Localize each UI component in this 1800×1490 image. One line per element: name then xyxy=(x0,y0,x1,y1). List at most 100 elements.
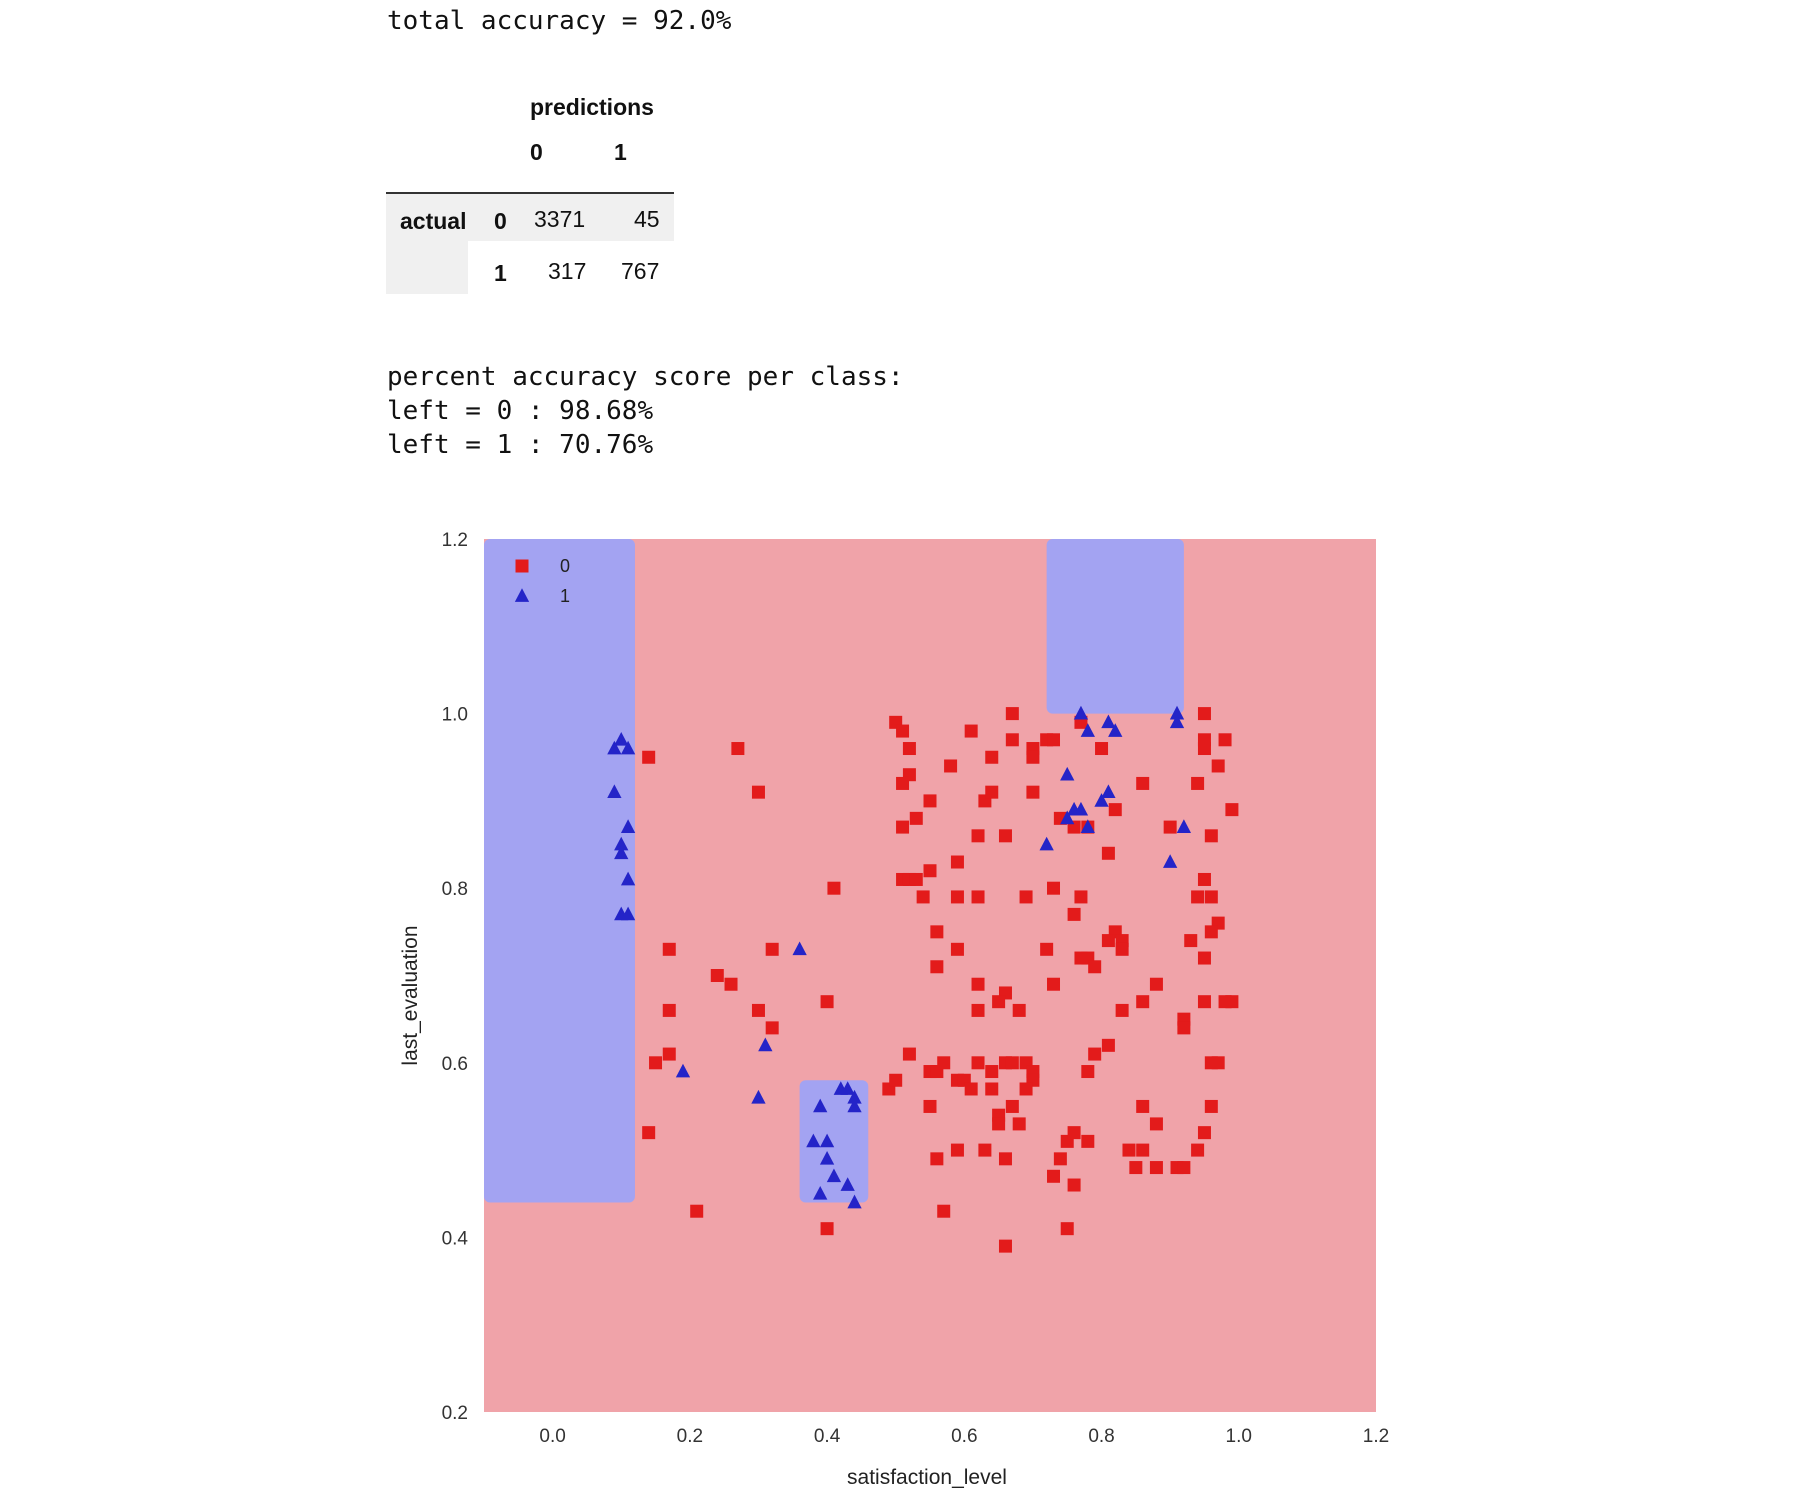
class-0-point-69 xyxy=(1101,934,1115,948)
class-0-point-13 xyxy=(649,1056,663,1070)
class-1-point-5 xyxy=(614,836,629,851)
y-tick-label-1: 0.4 xyxy=(442,1228,469,1249)
actual-header: actual xyxy=(400,208,467,234)
class-1-point-9 xyxy=(620,906,636,921)
class-0-point-21 xyxy=(896,776,910,790)
row-0-shade xyxy=(468,194,674,241)
class-0-point-7 xyxy=(724,977,738,991)
class-0-point-126 xyxy=(950,1143,964,1157)
class-0-point-105 xyxy=(937,1056,951,1070)
y-tick-label-5: 1.2 xyxy=(442,530,468,551)
class-0-point-9 xyxy=(751,1003,765,1017)
class-1-point-31 xyxy=(1169,714,1185,729)
class-0-point-39 xyxy=(971,829,985,843)
x-axis-label: satisfaction_level xyxy=(847,1466,1007,1489)
class-0-point-71 xyxy=(930,925,944,939)
class-0-point-141 xyxy=(1136,1099,1150,1113)
class-0-point-84 xyxy=(1012,1003,1026,1017)
class-0-point-146 xyxy=(1149,1161,1163,1175)
class-1-point-40 xyxy=(1176,819,1192,833)
class-0-point-60 xyxy=(950,855,964,869)
class-1-point-17 xyxy=(819,1151,835,1165)
legend-marker-0 xyxy=(515,559,529,573)
class-1-point-6 xyxy=(614,845,629,860)
class-1-point-0 xyxy=(607,740,622,755)
y-tick-label-0: 0.2 xyxy=(442,1403,468,1424)
class-0-point-44 xyxy=(1108,803,1122,817)
class-1-point-11 xyxy=(758,1037,773,1052)
class-0-point-32 xyxy=(1047,733,1061,747)
per-class-accuracy: percent accuracy score per class: left =… xyxy=(387,360,904,462)
class-0-point-127 xyxy=(978,1143,992,1157)
class-1-point-27 xyxy=(1080,723,1095,737)
class-1-point-26 xyxy=(1073,705,1089,720)
class-0-point-114 xyxy=(1005,1056,1019,1070)
class-1-point-14 xyxy=(806,1133,821,1148)
confusion-matrix: predictions 0 1 actual 0 1 3371 45 317 7… xyxy=(386,94,676,304)
class-0-point-129 xyxy=(1053,1152,1067,1166)
x-tick-label-4: 0.8 xyxy=(1088,1426,1114,1447)
class-1-point-41 xyxy=(1163,854,1178,868)
class-0-point-137 xyxy=(1047,1169,1061,1183)
class-0-point-40 xyxy=(998,829,1012,843)
class-0-point-112 xyxy=(985,1065,999,1079)
class-0-point-72 xyxy=(950,942,964,956)
class-0-point-4 xyxy=(662,942,676,956)
class-0-point-38 xyxy=(909,811,923,825)
class-1-point-3 xyxy=(607,784,622,799)
data-points xyxy=(607,705,1239,1253)
class-0-point-64 xyxy=(1019,890,1033,904)
class-0-point-138 xyxy=(937,1204,951,1218)
class-1-point-13 xyxy=(792,941,807,956)
class-1-point-24 xyxy=(813,1098,828,1113)
class-0-point-26 xyxy=(1005,733,1019,747)
class-0-point-3 xyxy=(827,881,841,895)
y-tick-label-4: 1.0 xyxy=(442,705,468,726)
class-0-point-121 xyxy=(1005,1099,1019,1113)
total-accuracy-text: total accuracy = 92.0% xyxy=(387,6,732,36)
class-0-point-74 xyxy=(1040,942,1054,956)
class-0-point-18 xyxy=(896,724,910,738)
row-label-0: 0 xyxy=(494,208,507,234)
class-0-point-23 xyxy=(964,724,978,738)
class-0-point-50 xyxy=(1197,742,1211,756)
class-0-point-120 xyxy=(985,1082,999,1096)
class-0-point-54 xyxy=(1163,820,1177,834)
class-1-point-30 xyxy=(1169,705,1185,720)
class-1-point-37 xyxy=(1094,793,1109,807)
class-0-point-136 xyxy=(1067,1178,1081,1192)
class-0-point-65 xyxy=(1047,881,1061,895)
class-1-point-39 xyxy=(1039,836,1054,851)
class-0-point-6 xyxy=(710,969,724,982)
class-0-point-86 xyxy=(1136,995,1150,1009)
class-1-point-34 xyxy=(1073,801,1089,816)
row-header-shade xyxy=(386,194,468,294)
y-tick-label-2: 0.6 xyxy=(442,1054,468,1075)
class1-region-0 xyxy=(484,539,635,1203)
class-0-point-52 xyxy=(1191,776,1205,790)
class-0-point-53 xyxy=(1225,803,1239,817)
class-0-point-135 xyxy=(1101,1038,1115,1052)
class-0-point-33 xyxy=(923,794,937,808)
class-1-point-23 xyxy=(847,1194,862,1209)
class-0-point-111 xyxy=(971,1056,985,1070)
x-tick-label-1: 0.2 xyxy=(677,1426,703,1447)
class-0-point-145 xyxy=(1136,1143,1150,1157)
class-0-point-11 xyxy=(820,995,834,1009)
class-1-point-36 xyxy=(1080,819,1095,833)
header-rule xyxy=(386,192,674,194)
class1-region-2 xyxy=(1046,539,1184,714)
class-0-point-79 xyxy=(1047,977,1061,991)
class-0-point-37 xyxy=(896,820,910,834)
class-1-point-21 xyxy=(847,1098,862,1113)
class-0-point-109 xyxy=(923,1099,937,1113)
class-0-point-132 xyxy=(1081,1134,1095,1148)
class-0-point-25 xyxy=(1005,707,1019,721)
class-1-point-32 xyxy=(1060,766,1075,781)
col-label-0: 0 xyxy=(530,139,543,165)
class-0-point-143 xyxy=(1122,1143,1136,1157)
class-0-point-24 xyxy=(985,750,999,764)
class-1-point-4 xyxy=(620,819,636,833)
class-0-point-15 xyxy=(690,1204,704,1218)
class-0-point-77 xyxy=(1088,960,1102,974)
